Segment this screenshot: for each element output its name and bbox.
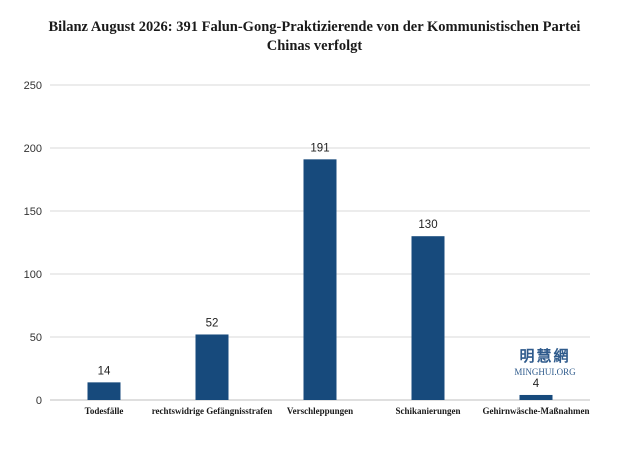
chart-title-line2: Chinas verfolgt (266, 38, 363, 54)
data-label-0: 14 (98, 365, 111, 377)
watermark-latin: MINGHUI.ORG (514, 367, 576, 377)
watermark-chinese: 明慧網 (519, 347, 571, 365)
category-label-4: Gehirnwäsche-Maßnahmen (482, 406, 589, 416)
category-label-3: Schikanierungen (395, 406, 460, 416)
bars (87, 159, 553, 400)
data-label-4: 4 (533, 378, 540, 390)
category-label-1: rechtswidrige Gefängnisstrafen (152, 406, 273, 416)
y-axis-ticks: 0 50 100 150 200 250 (24, 80, 42, 407)
y-tick-label-100: 100 (24, 269, 42, 281)
category-label-0: Todesfälle (85, 406, 124, 416)
bar-4 (519, 394, 553, 400)
bar-1 (195, 334, 229, 400)
y-tick-label-50: 50 (30, 332, 42, 344)
chart-title: Bilanz August 2026: 391 Falun-Gong-Prakt… (0, 18, 629, 56)
y-tick-label-200: 200 (24, 143, 42, 155)
data-label-2: 191 (310, 142, 329, 154)
y-tick-label-250: 250 (24, 80, 42, 92)
bar-3 (411, 236, 445, 400)
y-tick-label-0: 0 (36, 395, 42, 407)
x-axis-categories: Todesfälle rechtswidrige Gefängnisstrafen… (85, 406, 590, 416)
data-labels: 14 52 191 130 4 (98, 142, 540, 390)
category-label-2: Verschleppungen (287, 406, 353, 416)
minghui-watermark: 明慧網 MINGHUI.ORG (505, 345, 585, 377)
bar-2 (303, 159, 337, 400)
data-label-3: 130 (418, 219, 437, 231)
y-tick-label-150: 150 (24, 206, 42, 218)
chart-title-line1: Bilanz August 2026: 391 Falun-Gong-Prakt… (48, 19, 581, 35)
bar-0 (87, 382, 121, 400)
data-label-1: 52 (206, 317, 219, 329)
